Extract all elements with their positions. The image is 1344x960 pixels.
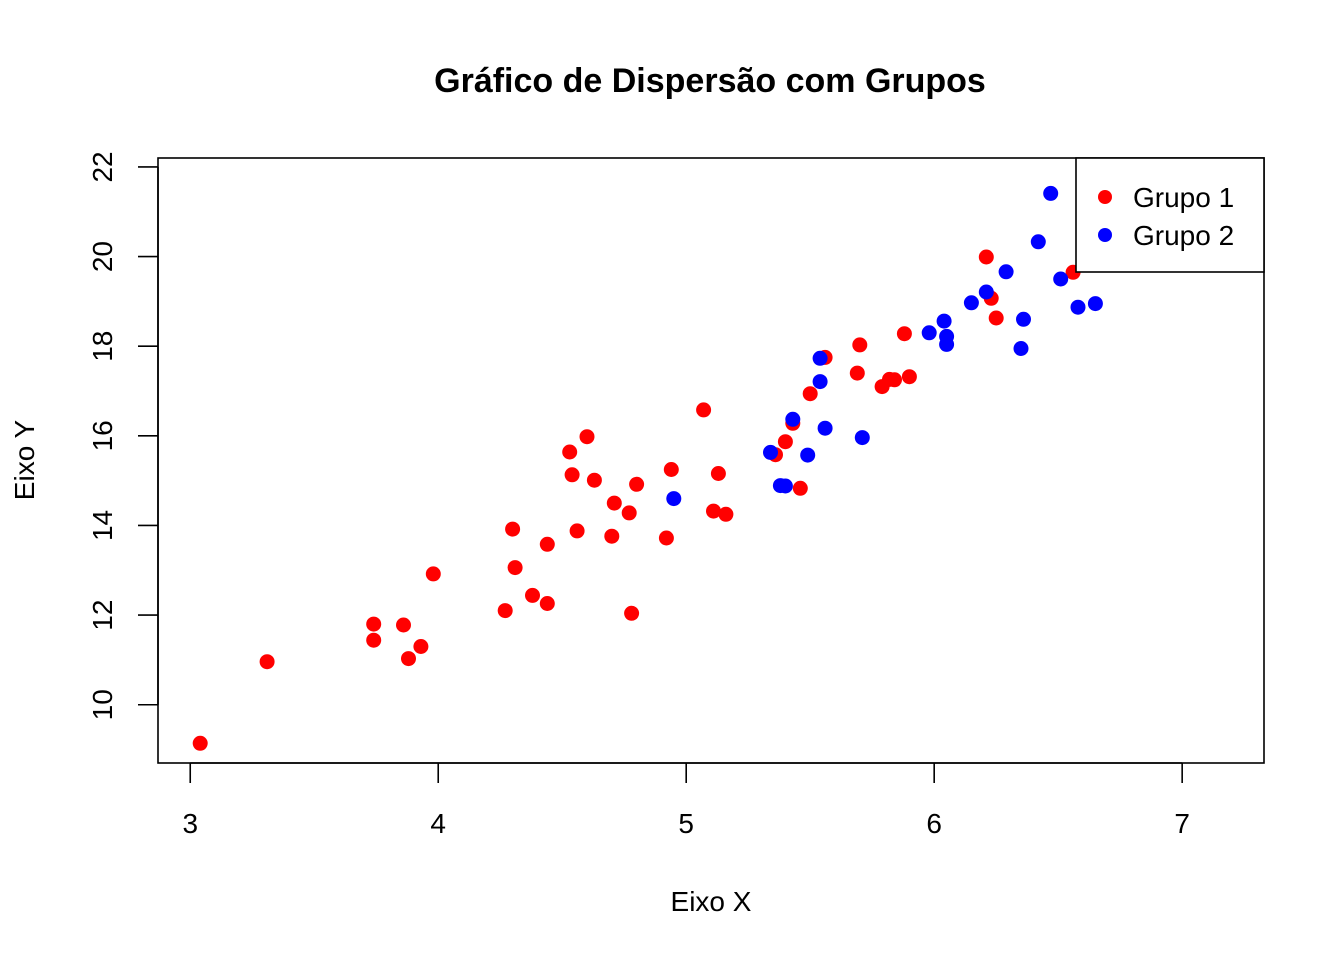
data-point [413,639,429,654]
data-point [849,365,865,381]
data-point [396,617,411,633]
data-point [192,735,208,751]
data-point [624,605,640,621]
data-point [706,503,721,519]
data-point [963,295,979,311]
data-point [401,651,416,667]
data-point [366,616,382,632]
data-point [792,480,808,496]
legend-label: Grupo 2 [1133,220,1234,251]
data-point [978,249,994,265]
data-point [936,313,952,329]
data-point [1070,299,1086,315]
x-tick-label: 5 [678,808,694,839]
x-tick-label: 3 [182,808,198,839]
data-point [507,560,523,576]
data-point [663,462,679,477]
data-point [696,402,712,418]
y-axis-label: Eixo Y [9,419,40,500]
data-point [777,478,793,494]
data-point [579,429,595,445]
data-point [497,603,513,619]
data-points [192,185,1103,751]
data-point [1043,185,1059,201]
data-point [802,386,818,402]
data-point [763,444,778,460]
data-point [259,654,275,670]
y-tick-label: 20 [87,241,118,272]
data-point [901,369,917,385]
data-point [666,491,682,507]
data-point [718,506,734,522]
data-point [812,374,828,390]
x-axis-label: Eixo X [671,886,752,917]
y-tick-label: 14 [87,510,118,541]
data-point [564,467,580,483]
x-tick-label: 7 [1174,808,1190,839]
data-point [1030,234,1046,250]
data-point [586,472,602,488]
data-point [812,350,828,366]
data-point [978,284,994,300]
y-axis: 10 12 14 16 18 20 22 [87,151,159,720]
data-point [852,337,868,353]
data-point [539,596,555,611]
data-point [606,495,622,511]
data-point [921,325,937,341]
data-point [854,430,870,446]
data-point [562,444,578,460]
data-point [939,328,955,344]
data-point [366,632,382,648]
chart-title: Gráfico de Dispersão com Grupos [434,62,986,100]
legend-box [1075,157,1265,273]
data-point [710,466,726,481]
data-point [817,420,833,436]
data-point [505,521,521,537]
y-tick-label: 18 [87,331,118,362]
y-tick-label: 22 [87,151,118,182]
y-tick-label: 12 [87,600,118,631]
data-point [621,505,637,521]
x-axis: 3 4 5 6 7 [182,762,1190,839]
series-group-2 [666,185,1103,507]
legend-label: Grupo 1 [1133,182,1234,213]
data-point [658,530,674,546]
data-point [785,411,801,427]
data-point [525,587,540,603]
data-point [1016,311,1031,327]
data-point [988,310,1004,326]
data-point [896,326,912,342]
data-point [887,372,902,388]
legend: Grupo 1 Grupo 2 [1075,157,1265,273]
data-point [539,536,555,552]
data-point [1053,271,1069,287]
x-tick-label: 4 [430,808,446,839]
data-point [569,523,585,539]
data-point [425,566,441,582]
data-point [777,434,793,450]
data-point [1013,341,1029,356]
data-point [629,476,645,492]
data-point [1087,296,1103,312]
y-tick-label: 10 [87,689,118,720]
data-point [800,447,816,463]
series-group-1 [192,249,1081,751]
data-point [998,264,1014,280]
y-tick-label: 16 [87,420,118,451]
legend-marker [1098,228,1112,242]
legend-marker [1098,190,1112,204]
data-point [604,528,620,544]
x-tick-label: 6 [926,808,942,839]
